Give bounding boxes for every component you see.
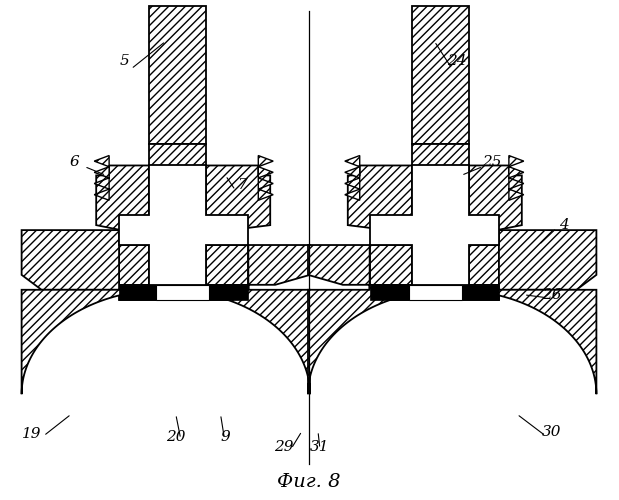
Text: 24: 24 — [448, 54, 467, 68]
Text: 6: 6 — [69, 156, 79, 170]
Polygon shape — [119, 285, 248, 300]
Text: 4: 4 — [559, 218, 568, 232]
Text: 19: 19 — [22, 427, 41, 441]
Polygon shape — [119, 245, 149, 285]
Text: 26: 26 — [542, 288, 561, 302]
Polygon shape — [149, 144, 206, 245]
Polygon shape — [348, 166, 412, 230]
Text: 30: 30 — [542, 425, 561, 439]
Text: 20: 20 — [166, 430, 186, 444]
Polygon shape — [209, 285, 248, 300]
Polygon shape — [22, 230, 119, 290]
Polygon shape — [96, 166, 149, 230]
Text: 7: 7 — [238, 178, 247, 192]
Text: 9: 9 — [220, 430, 230, 444]
Polygon shape — [308, 245, 370, 290]
Polygon shape — [345, 156, 360, 200]
Polygon shape — [258, 156, 273, 200]
Polygon shape — [370, 245, 412, 285]
Polygon shape — [370, 285, 499, 300]
Polygon shape — [206, 166, 271, 230]
Polygon shape — [469, 245, 499, 285]
Text: 25: 25 — [482, 156, 502, 170]
Text: 5: 5 — [119, 54, 129, 68]
Polygon shape — [206, 245, 248, 285]
Polygon shape — [119, 285, 156, 300]
Polygon shape — [119, 166, 248, 285]
Polygon shape — [248, 245, 310, 290]
Polygon shape — [412, 6, 469, 143]
Text: Фиг. 8: Фиг. 8 — [277, 472, 340, 490]
Polygon shape — [409, 285, 462, 300]
Text: 29: 29 — [274, 440, 294, 454]
Polygon shape — [370, 285, 409, 300]
Polygon shape — [499, 230, 596, 290]
Polygon shape — [412, 144, 469, 245]
Polygon shape — [370, 166, 499, 285]
Polygon shape — [462, 285, 499, 300]
Polygon shape — [308, 285, 596, 394]
Text: 31: 31 — [310, 440, 330, 454]
Polygon shape — [156, 285, 209, 300]
Polygon shape — [94, 156, 109, 200]
Polygon shape — [22, 285, 310, 394]
Polygon shape — [509, 156, 524, 200]
Polygon shape — [469, 166, 522, 230]
Polygon shape — [149, 6, 206, 143]
